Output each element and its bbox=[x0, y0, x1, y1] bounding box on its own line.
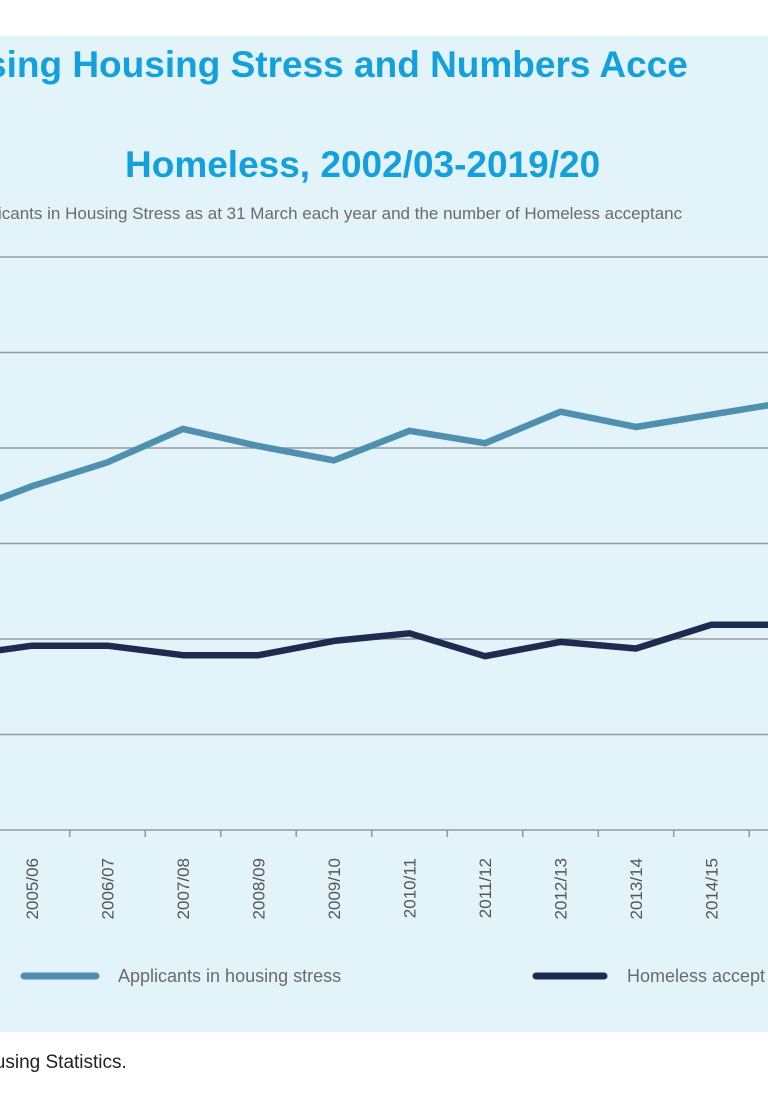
x-tick-label: 2007/08 bbox=[174, 858, 193, 919]
chart-title-line-1: sing Housing Stress and Numbers Acce bbox=[0, 44, 688, 85]
x-tick-label: 2010/11 bbox=[401, 858, 420, 918]
x-tick-label: 2009/10 bbox=[325, 858, 344, 919]
x-tick-label: 2013/14 bbox=[627, 858, 646, 919]
legend-label: Applicants in housing stress bbox=[118, 966, 341, 986]
line-chart: 2005/06 2006/07 2007/08 2008/09 2009/10 2010/… bbox=[0, 256, 768, 986]
source-note: lousing Statistics. bbox=[0, 1052, 127, 1073]
x-tick-label: 2012/13 bbox=[552, 858, 571, 919]
chart-title-line-2: Homeless, 2002/03-2019/20 bbox=[125, 144, 601, 185]
x-tick-label: 2011/12 bbox=[476, 858, 495, 918]
x-tick-label: 2005/06 bbox=[23, 858, 42, 919]
legend-label: Homeless accept bbox=[627, 966, 765, 986]
chart-subtitle: icants in Housing Stress as at 31 March … bbox=[0, 204, 683, 223]
series-line-2 bbox=[0, 621, 768, 660]
x-tick-label: 2014/15 bbox=[703, 858, 722, 919]
x-tick-label: 2008/09 bbox=[250, 858, 269, 919]
chart-panel: sing Housing Stress and Numbers Acce Hom… bbox=[0, 36, 768, 1032]
x-tick-label: 2006/07 bbox=[99, 858, 118, 919]
series-line-1 bbox=[0, 402, 768, 502]
